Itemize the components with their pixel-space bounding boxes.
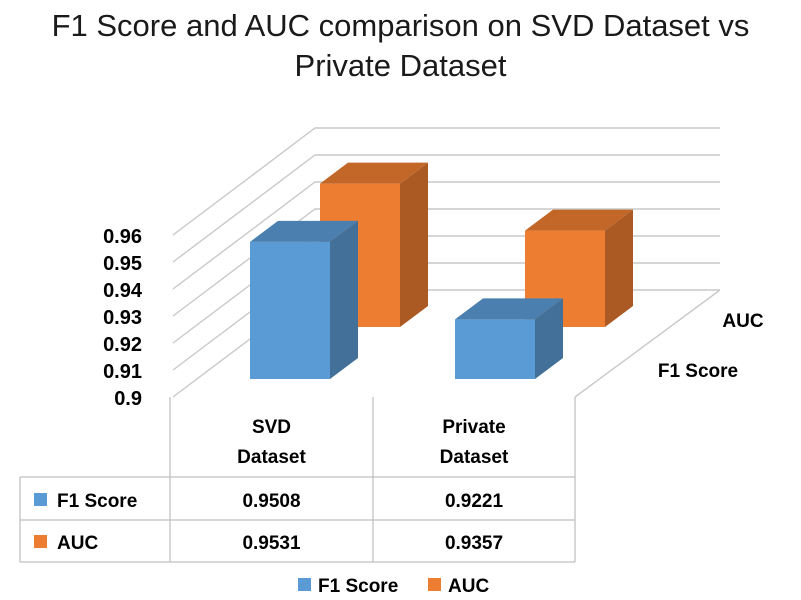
bar-side-face — [400, 162, 428, 327]
bar-f1-score — [455, 298, 563, 379]
bar-side-face — [605, 209, 633, 327]
table-column-header: SVD — [252, 417, 291, 438]
y-tick-label: 0.92 — [103, 334, 142, 356]
gridline — [172, 181, 720, 290]
depth-label-auc: AUC — [722, 311, 763, 332]
bar-f1-score — [250, 220, 358, 379]
legend-swatch — [428, 578, 441, 591]
table-cell-value: 0.9221 — [445, 491, 504, 512]
y-tick-label: 0.9 — [114, 388, 142, 410]
table-row-label: AUC — [57, 533, 98, 554]
bar-front-face — [250, 241, 330, 379]
bar-top-face — [320, 162, 428, 184]
legend-key-f1-score — [34, 493, 47, 506]
table-cell-value: 0.9531 — [242, 533, 301, 554]
y-tick-label: 0.96 — [103, 226, 142, 248]
y-tick-label: 0.93 — [103, 307, 142, 329]
table-row-label: F1 Score — [57, 491, 137, 512]
gridline — [172, 154, 720, 263]
depth-label-f1: F1 Score — [658, 361, 738, 382]
legend-key-auc — [34, 535, 47, 548]
legend-swatch — [298, 578, 311, 591]
chart-title-line: F1 Score and AUC comparison on SVD Datas… — [51, 8, 750, 43]
gridline — [172, 208, 720, 317]
y-tick-label: 0.94 — [103, 280, 143, 302]
table-column-header: Private — [442, 417, 505, 438]
bar-top-face — [455, 298, 563, 320]
bar-top-face — [525, 209, 633, 231]
y-tick-label: 0.91 — [103, 361, 142, 383]
chart-title-line: Private Dataset — [294, 48, 507, 83]
floor-edge — [574, 289, 721, 398]
bar-side-face — [330, 220, 358, 379]
table-cell-value: 0.9508 — [242, 491, 300, 512]
table-cell-value: 0.9357 — [445, 533, 503, 554]
bar-top-face — [250, 220, 358, 242]
table-column-header: Dataset — [440, 447, 509, 468]
bar-side-face — [535, 298, 563, 379]
legend-label: AUC — [448, 576, 489, 597]
legend-label: F1 Score — [318, 576, 398, 597]
chart-title: F1 Score and AUC comparison on SVD Datas… — [0, 6, 801, 86]
gridline — [172, 127, 720, 236]
bar-front-face — [455, 319, 535, 379]
y-tick-label: 0.95 — [103, 253, 142, 275]
table-column-header: Dataset — [237, 447, 306, 468]
